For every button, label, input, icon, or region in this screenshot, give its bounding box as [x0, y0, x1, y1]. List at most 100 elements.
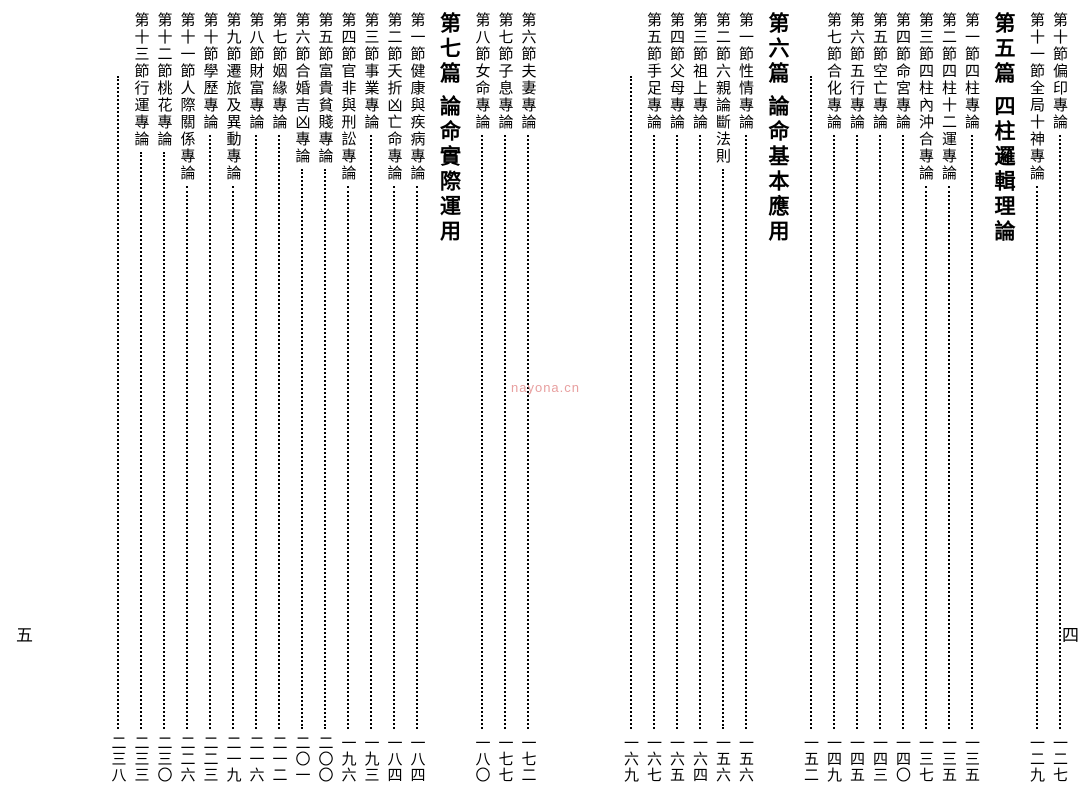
- page-number: 一二九: [1026, 735, 1047, 783]
- section-label: 第七節: [823, 12, 844, 63]
- page-number: 二二三: [200, 735, 221, 783]
- entry-title: 合化專論: [823, 63, 844, 131]
- page-number: 一五六: [712, 735, 733, 783]
- leader-dots: [209, 135, 211, 729]
- entry-title: 空亡專論: [869, 63, 890, 131]
- toc-entry: 第十三節 行運專論 二三三: [131, 12, 152, 783]
- section-label: 第一節: [407, 12, 428, 63]
- folio-left: 五: [10, 626, 35, 643]
- toc-entry: 第二節 夭折凶亡命專論 一八四: [384, 12, 405, 783]
- page-number: 一三五: [961, 735, 982, 783]
- page-number: 二〇一: [292, 735, 313, 783]
- page-number: 一五六: [735, 735, 756, 783]
- page-number: 一六五: [666, 735, 687, 783]
- toc-entry: 第一節 性情專論 一五六: [735, 12, 756, 783]
- leader-dots: [347, 186, 349, 729]
- toc-entry: 第七節 子息專論 一七七: [495, 12, 516, 783]
- entry-title: 命宮專論: [892, 63, 913, 131]
- chapter-heading: 第七篇 論命實際運用: [435, 12, 465, 783]
- page-number: 一六七: [643, 735, 664, 783]
- section-label: 第五節: [315, 12, 336, 63]
- entry-title: 六親論斷法則: [712, 63, 733, 165]
- entry-title: 學歷專論: [200, 63, 221, 131]
- section-label: 第十節: [200, 12, 221, 63]
- entry-title: 人際關係專論: [177, 80, 198, 182]
- entry-title: 遷旅及異動專論: [223, 63, 244, 182]
- chapter-heading: 第五篇 四柱邏輯理論: [989, 12, 1019, 783]
- toc-entry: 第九節 遷旅及異動專論 二一九: [223, 12, 244, 783]
- leader-dots: [416, 186, 418, 729]
- section-label: 第七節: [495, 12, 516, 63]
- page-number: 一九六: [338, 735, 359, 783]
- leader-dots: [699, 135, 701, 729]
- toc-entry: 第六節 夫妻專論 一七二: [518, 12, 539, 783]
- page-number: 一四三: [869, 735, 890, 783]
- entry-title: 手足專論: [643, 63, 664, 131]
- toc-entry: 第七節 姻緣專論 二一二: [269, 12, 290, 783]
- toc-entry: 第五節 手足專論 一六七: [643, 12, 664, 783]
- entry-title: 全局十神專論: [1026, 80, 1047, 182]
- toc-entry: 第一節 健康與疾病專論 一八四: [407, 12, 428, 783]
- page-number: 一七二: [518, 735, 539, 783]
- section-label: 第四節: [892, 12, 913, 63]
- leader-dots: [481, 135, 483, 729]
- entry-title: 祖上專論: [689, 63, 710, 131]
- toc-entry: 一六九: [620, 12, 641, 783]
- leader-dots: [255, 135, 257, 729]
- section-label: 第六節: [518, 12, 539, 63]
- leader-dots: [676, 135, 678, 729]
- leader-dots: [163, 152, 165, 729]
- toc-entry: 第四節 命宮專論 一四〇: [892, 12, 913, 783]
- section-label: 第二節: [938, 12, 959, 63]
- toc-entry: 第八節 財富專論 二一六: [246, 12, 267, 783]
- page-number: 一三五: [938, 735, 959, 783]
- entry-title: 官非與刑訟專論: [338, 63, 359, 182]
- chapter-heading: 第六篇 論命基本應用: [763, 12, 793, 783]
- section-label: 第四節: [338, 12, 359, 63]
- page-number: 一七七: [495, 735, 516, 783]
- leader-dots: [527, 135, 529, 729]
- entry-title: 桃花專論: [154, 80, 175, 148]
- folio-right: 四: [1056, 626, 1081, 643]
- entry-title: 健康與疾病專論: [407, 63, 428, 182]
- leader-dots: [653, 135, 655, 729]
- toc-entry: 第十節 偏印專論 一二七: [1049, 12, 1070, 783]
- toc-entry: 第四節 官非與刑訟專論 一九六: [338, 12, 359, 783]
- leader-dots: [504, 135, 506, 729]
- section-label: 第十一節: [177, 12, 198, 80]
- toc-entry: 第八節 女命專論 一八〇: [472, 12, 493, 783]
- entry-title: 姻緣專論: [269, 63, 290, 131]
- leader-dots: [278, 135, 280, 729]
- leader-dots: [856, 135, 858, 729]
- page-number: 一六四: [689, 735, 710, 783]
- page-left: 五 第六節 夫妻專論 一七二 第七節 子息專論 一七七 第八節 女命專論 一八〇…: [20, 12, 546, 783]
- leader-dots: [117, 76, 119, 729]
- section-label: 第九節: [223, 12, 244, 63]
- toc-entry: 第二節 四柱十二運專論 一三五: [938, 12, 959, 783]
- page-number: 一二七: [1049, 735, 1070, 783]
- page-number: 一八四: [407, 735, 428, 783]
- section-label: 第八節: [246, 12, 267, 63]
- toc-entry: 第十一節 人際關係專論 二二六: [177, 12, 198, 783]
- toc-entry: 第二節 六親論斷法則 一五六: [712, 12, 733, 783]
- leader-dots: [232, 186, 234, 729]
- toc-entry: 第三節 事業專論 一九三: [361, 12, 382, 783]
- leader-dots: [902, 135, 904, 729]
- entry-title: 夫妻專論: [518, 63, 539, 131]
- section-label: 第二節: [712, 12, 733, 63]
- section-label: 第五節: [869, 12, 890, 63]
- chapter-title: 四柱邏輯理論: [989, 95, 1019, 245]
- toc-entry: 二三八: [108, 12, 129, 783]
- entry-title: 事業專論: [361, 63, 382, 131]
- entry-title: 五行專論: [846, 63, 867, 131]
- toc-entry: 第七節 合化專論 一四九: [823, 12, 844, 783]
- watermark: nayona.cn: [511, 380, 580, 395]
- toc-entry: 第十一節 全局十神專論 一二九: [1026, 12, 1047, 783]
- chapter-label: 第七篇: [435, 12, 465, 87]
- entry-title: 子息專論: [495, 63, 516, 131]
- leader-dots: [745, 135, 747, 729]
- leader-dots: [370, 135, 372, 729]
- entry-title: 四柱內沖合專論: [915, 63, 936, 182]
- page-number: 二一六: [246, 735, 267, 783]
- toc-entry: 一五二: [800, 12, 821, 783]
